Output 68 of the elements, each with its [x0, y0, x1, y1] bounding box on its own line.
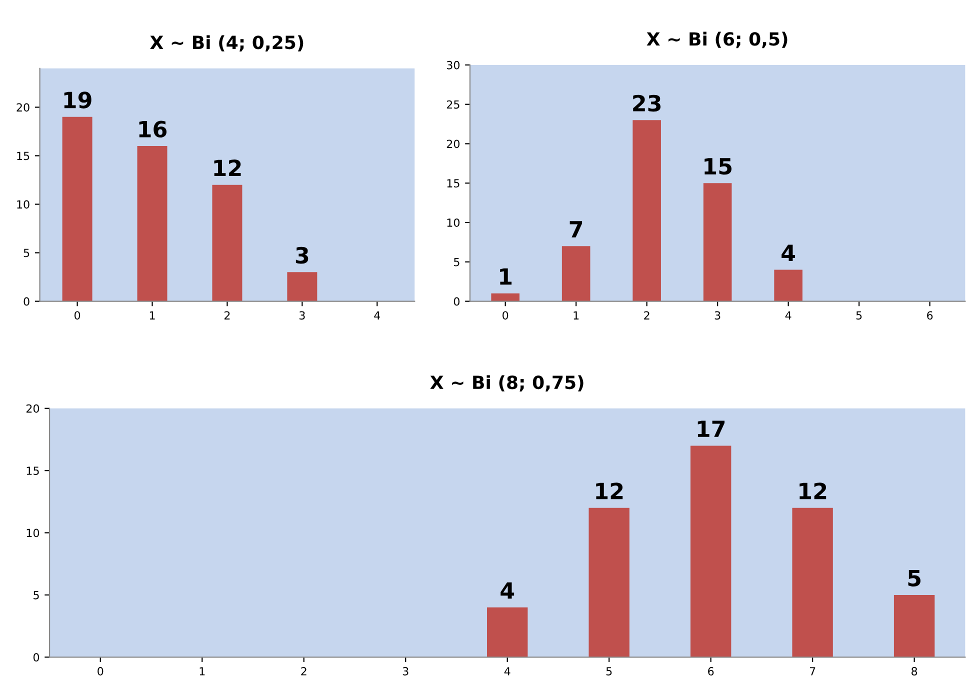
- chart-title: X ~ Bi (4; 0,25): [150, 35, 304, 52]
- data-label: 5: [908, 570, 920, 586]
- x-tick-label: 2: [301, 667, 306, 676]
- data-label: 1: [500, 268, 512, 285]
- chart-title: X ~ Bi (8; 0,75): [430, 375, 584, 392]
- y-tick-label: 10: [17, 200, 30, 209]
- x-tick-label: 1: [150, 311, 155, 320]
- y-tick-label: 15: [17, 152, 30, 160]
- x-tick-label: 4: [504, 667, 510, 676]
- data-label: 12: [596, 482, 623, 500]
- bar: [287, 272, 318, 302]
- y-tick-label: 25: [446, 100, 460, 109]
- bar: [212, 184, 242, 302]
- y-tick-label: 10: [447, 218, 460, 227]
- bar: [774, 270, 802, 302]
- x-tick-label: 5: [856, 311, 862, 320]
- data-label: 12: [800, 482, 826, 500]
- y-tick-label: 20: [446, 140, 460, 148]
- data-label: 19: [64, 92, 92, 108]
- y-tick-label: 20: [16, 103, 30, 112]
- x-tick-label: 2: [224, 311, 230, 320]
- bar: [487, 607, 528, 658]
- bar: [690, 446, 732, 658]
- data-label: 3: [296, 246, 308, 264]
- data-label: 16: [139, 120, 167, 138]
- x-tick-label: 6: [708, 667, 714, 676]
- y-tick-label: 5: [454, 258, 460, 266]
- x-tick-label: 0: [502, 311, 508, 320]
- x-tick-label: 0: [98, 667, 104, 676]
- x-tick-label: 4: [785, 311, 792, 320]
- data-label: 17: [698, 420, 725, 437]
- x-tick-label: 7: [810, 667, 816, 676]
- bar: [562, 246, 590, 302]
- y-tick-label: 0: [454, 297, 460, 306]
- y-tick-label: 0: [33, 653, 40, 662]
- bar: [62, 116, 92, 302]
- y-tick-label: 30: [446, 60, 460, 70]
- y-tick-label: 15: [26, 466, 39, 475]
- x-tick-label: 0: [74, 311, 80, 320]
- y-tick-label: 20: [26, 404, 40, 413]
- x-tick-label: 5: [606, 667, 612, 676]
- x-tick-label: 4: [374, 311, 380, 320]
- data-label: 4: [500, 582, 514, 599]
- data-label: 12: [214, 160, 241, 176]
- y-tick-label: 5: [34, 591, 39, 600]
- data-label: 4: [782, 244, 796, 261]
- bar: [588, 508, 630, 658]
- y-tick-label: 0: [24, 297, 30, 306]
- bar: [894, 594, 935, 658]
- x-tick-label: 3: [299, 311, 305, 320]
- x-tick-label: 1: [200, 667, 205, 676]
- chart-title: X ~ Bi (6; 0,5): [646, 32, 788, 48]
- bar: [137, 146, 168, 302]
- bar: [632, 120, 661, 302]
- x-tick-label: 3: [714, 311, 720, 320]
- x-tick-label: 3: [402, 667, 408, 676]
- data-label: 23: [633, 94, 661, 112]
- x-tick-label: 6: [927, 311, 933, 320]
- bar: [792, 508, 833, 658]
- data-label: 15: [704, 158, 732, 175]
- bar: [703, 183, 732, 302]
- x-tick-label: 1: [574, 311, 579, 320]
- y-tick-label: 5: [24, 248, 30, 258]
- data-label: 7: [570, 221, 582, 238]
- y-tick-label: 10: [26, 528, 40, 538]
- y-tick-label: 15: [447, 179, 460, 188]
- x-tick-label: 8: [912, 667, 918, 676]
- x-tick-label: 2: [644, 311, 650, 320]
